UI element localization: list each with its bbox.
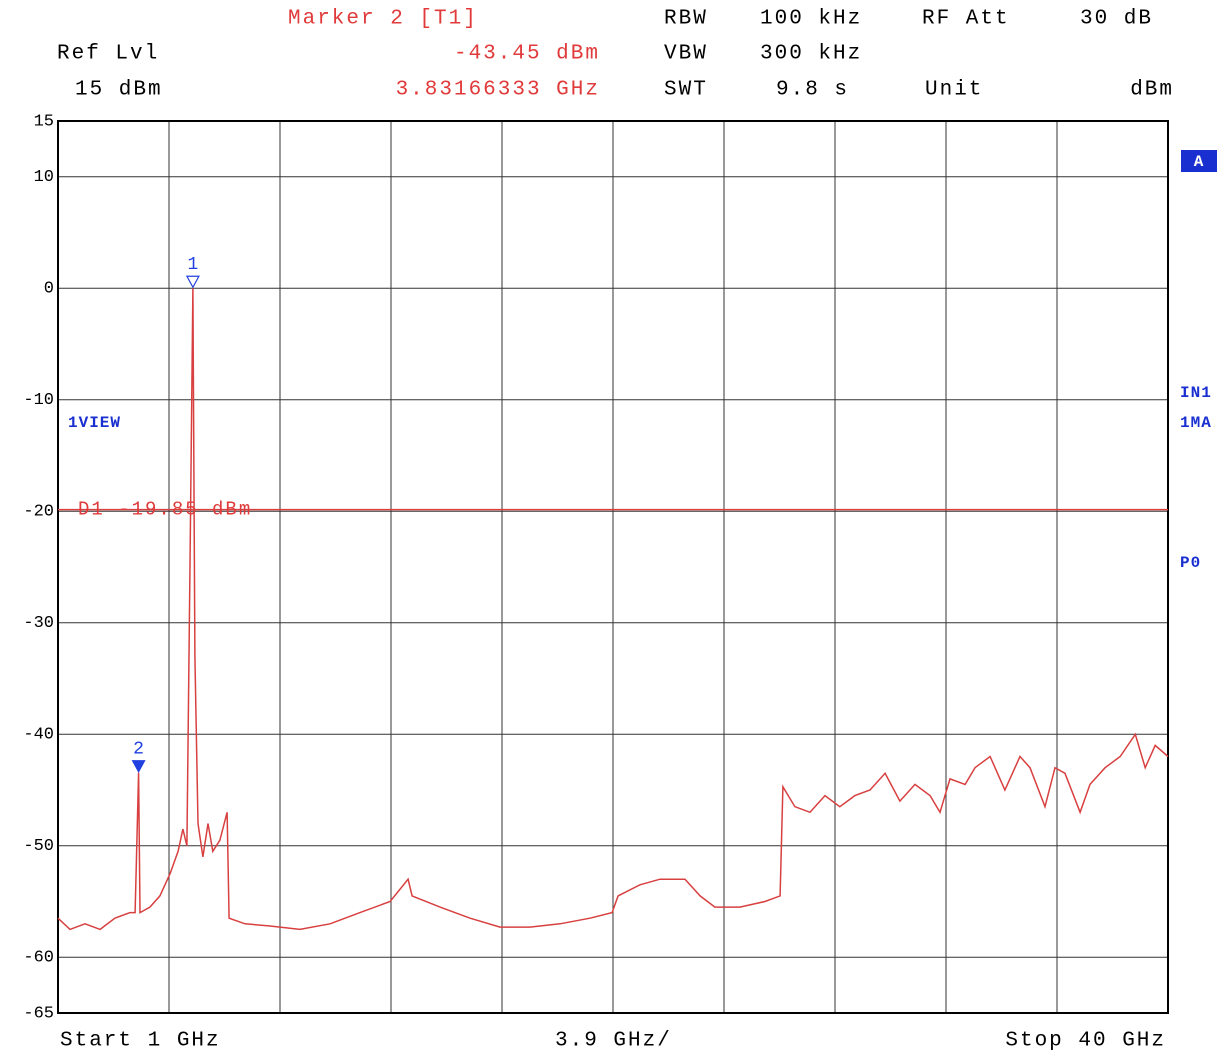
unit-label: Unit	[925, 79, 983, 102]
rbw-value: 100 kHz	[760, 8, 862, 31]
marker-freq: 3.83166333 GHz	[396, 79, 600, 102]
y-tick-label: -20	[23, 503, 54, 522]
stop-freq: Stop 40 GHz	[1005, 1030, 1166, 1053]
rfatt-value: 30 dB	[1080, 8, 1153, 31]
marker-label: 2	[133, 739, 144, 759]
unit-value: dBm	[1130, 79, 1174, 102]
marker-level: -43.45 dBm	[454, 43, 600, 66]
ref-label: Ref Lvl	[57, 43, 159, 66]
y-tick-label: -40	[23, 726, 54, 745]
marker	[185, 275, 200, 289]
swt-value: 9.8 s	[776, 79, 849, 102]
swt-label: SWT	[664, 79, 708, 102]
plot-frame	[57, 120, 1169, 1014]
display-line-label: D1 -19.85 dBm	[78, 499, 252, 521]
y-tick-label: 10	[34, 168, 54, 187]
marker-label: 1	[188, 255, 199, 275]
rfatt-label: RF Att	[922, 8, 1010, 31]
rbw-label: RBW	[664, 8, 708, 31]
y-tick-label: -30	[23, 614, 54, 633]
mode-label: 1MA	[1180, 414, 1212, 432]
ref-level: 15 dBm	[75, 79, 163, 102]
y-tick-label: 0	[44, 280, 54, 299]
marker	[131, 760, 146, 773]
input-label: IN1	[1180, 384, 1212, 402]
view-label: 1VIEW	[68, 414, 121, 432]
start-freq: Start 1 GHz	[60, 1030, 221, 1053]
trace-label: A	[1194, 153, 1205, 171]
vbw-label: VBW	[664, 43, 708, 66]
y-tick-label: -65	[23, 1004, 54, 1023]
span-per-div: 3.9 GHz/	[555, 1030, 672, 1053]
y-tick-label: -10	[23, 391, 54, 410]
vbw-value: 300 kHz	[760, 43, 862, 66]
marker-title: Marker 2 [T1]	[288, 8, 478, 31]
y-tick-label: -50	[23, 837, 54, 856]
trace-badge	[1181, 150, 1217, 172]
y-tick-label: -60	[23, 949, 54, 968]
preamp-label: P0	[1180, 554, 1201, 572]
trace	[57, 288, 1169, 931]
y-tick-label: 15	[34, 112, 54, 131]
